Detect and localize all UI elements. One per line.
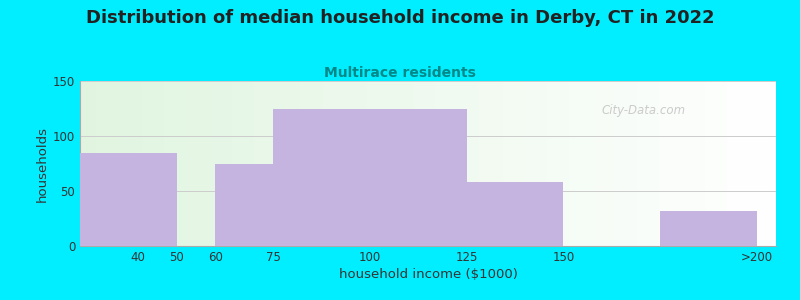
- Y-axis label: households: households: [36, 125, 49, 202]
- Text: City-Data.com: City-Data.com: [602, 104, 686, 117]
- X-axis label: household income ($1000): household income ($1000): [338, 268, 518, 281]
- Text: Multirace residents: Multirace residents: [324, 66, 476, 80]
- Bar: [274, 109, 466, 246]
- Bar: [215, 164, 274, 246]
- Bar: [660, 211, 757, 246]
- Bar: [466, 182, 563, 246]
- Bar: [80, 152, 177, 246]
- Text: Distribution of median household income in Derby, CT in 2022: Distribution of median household income …: [86, 9, 714, 27]
